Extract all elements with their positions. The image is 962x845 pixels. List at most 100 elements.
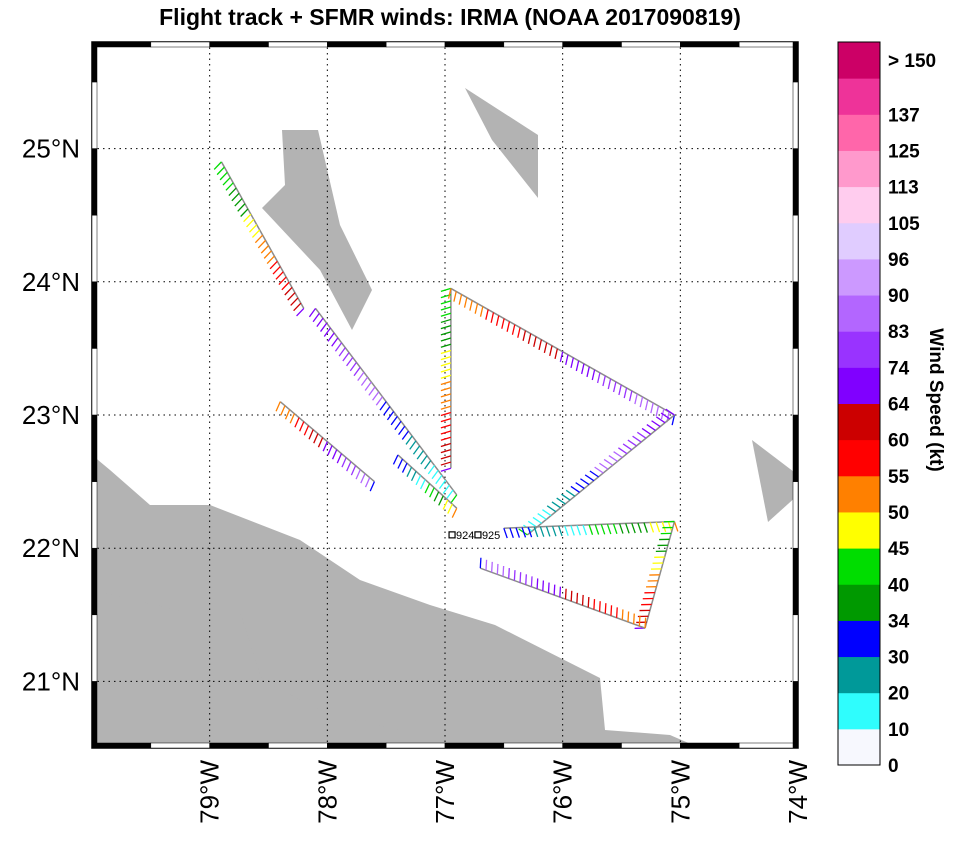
wind-barb — [469, 300, 473, 311]
wind-barb — [410, 471, 417, 482]
wind-barb — [527, 520, 538, 528]
wind-barb — [440, 393, 452, 398]
wind-barb — [433, 491, 440, 502]
wind-barb — [612, 381, 617, 393]
longitude-labels: 79°W 78°W 77°W 76°W 75°W 74°W — [195, 760, 813, 824]
wind-barb — [424, 460, 432, 470]
flight-leg — [526, 414, 675, 536]
wind-barb — [280, 405, 286, 416]
wind-barb — [594, 524, 600, 535]
wind-barb — [412, 445, 421, 455]
wind-barb — [554, 348, 558, 360]
colorbar-bin — [838, 475, 880, 513]
wind-barb — [237, 203, 246, 212]
frame-segment — [91, 348, 98, 416]
wind-barb — [251, 229, 261, 238]
wind-barb — [559, 586, 562, 598]
wind-barb — [290, 297, 299, 306]
colorbar-bin — [838, 150, 880, 188]
colorbar-tick-label: 83 — [888, 322, 909, 343]
wind-barb — [559, 351, 564, 363]
wind-barb — [379, 401, 387, 411]
wind-barb — [519, 572, 522, 583]
wind-barb — [521, 527, 527, 538]
wind-barb — [495, 315, 500, 326]
wind-barb — [409, 440, 417, 450]
wind-barb — [623, 387, 628, 399]
wind-barb — [420, 479, 426, 490]
colorbar-bin — [838, 114, 880, 151]
wind-barb — [440, 418, 452, 423]
land-cuba-south — [92, 590, 420, 748]
wind-barb — [331, 449, 338, 460]
wind-barb — [613, 451, 623, 459]
wind-barb — [580, 478, 590, 486]
wind-barb — [491, 561, 493, 573]
wind-barb — [564, 588, 567, 600]
wind-barb — [527, 333, 532, 344]
frame-segment — [385, 742, 446, 749]
colorbar-tick-label: 10 — [888, 720, 909, 741]
wind-barb — [575, 482, 585, 489]
wind-barb — [257, 239, 267, 249]
wind-barb — [440, 325, 452, 330]
wind-barb — [503, 527, 508, 539]
frame-segment — [91, 414, 98, 482]
wind-barb — [570, 590, 573, 602]
wind-barb — [327, 332, 335, 342]
wind-barb — [608, 454, 618, 462]
frame-segment — [562, 41, 622, 48]
wind-barb — [416, 450, 424, 460]
frame-segment — [91, 214, 98, 283]
wind-barb — [219, 171, 228, 181]
wind-barb — [637, 522, 642, 534]
wind-barb — [525, 574, 527, 585]
wind-barb — [634, 393, 638, 405]
wind-barb — [331, 337, 339, 347]
wind-barb — [622, 443, 633, 451]
wind-barb — [287, 292, 296, 301]
wind-barb — [308, 429, 314, 440]
wind-barb — [334, 342, 343, 352]
wind-barb — [355, 469, 361, 480]
wind-barb — [625, 523, 630, 534]
wind-barb — [545, 526, 551, 537]
wind-barb — [401, 430, 409, 440]
wind-barb — [303, 425, 310, 436]
wind-barb — [234, 198, 243, 207]
wind-barb — [240, 208, 249, 217]
wind-barb — [607, 378, 612, 390]
wind-barb — [646, 424, 656, 431]
frame-segment — [562, 742, 622, 749]
colorbar-tick-label: 96 — [888, 250, 909, 271]
wind-barb — [604, 603, 607, 614]
frame-segment — [680, 41, 740, 48]
flight-leg — [397, 454, 458, 509]
frame-segment — [91, 81, 98, 149]
wind-barb — [440, 449, 452, 454]
frame-segment — [91, 614, 98, 682]
wind-barb — [401, 462, 408, 473]
lat-tick-label: 23°N — [22, 400, 80, 430]
wind-barb — [651, 420, 661, 428]
lat-tick-label: 21°N — [22, 666, 80, 696]
wind-barb — [420, 455, 428, 465]
wind-barb — [369, 481, 375, 492]
wind-barb — [440, 287, 452, 293]
wind-barb — [537, 513, 547, 520]
lon-tick-label: 74°W — [783, 760, 813, 824]
wind-barb — [539, 526, 545, 537]
wind-barb — [390, 415, 398, 426]
wind-barb — [655, 405, 660, 417]
wind-barb — [440, 318, 452, 324]
wind-barb — [440, 436, 452, 441]
wind-barb — [576, 525, 581, 536]
colorbar-bin — [838, 295, 880, 332]
wind-barb — [440, 399, 452, 404]
land-layer — [92, 88, 798, 748]
wind-barb — [542, 509, 552, 517]
colorbar-tick-label: 0 — [888, 756, 899, 777]
wind-barb — [368, 386, 376, 396]
wind-barb — [405, 435, 413, 445]
wind-barb — [502, 565, 505, 577]
